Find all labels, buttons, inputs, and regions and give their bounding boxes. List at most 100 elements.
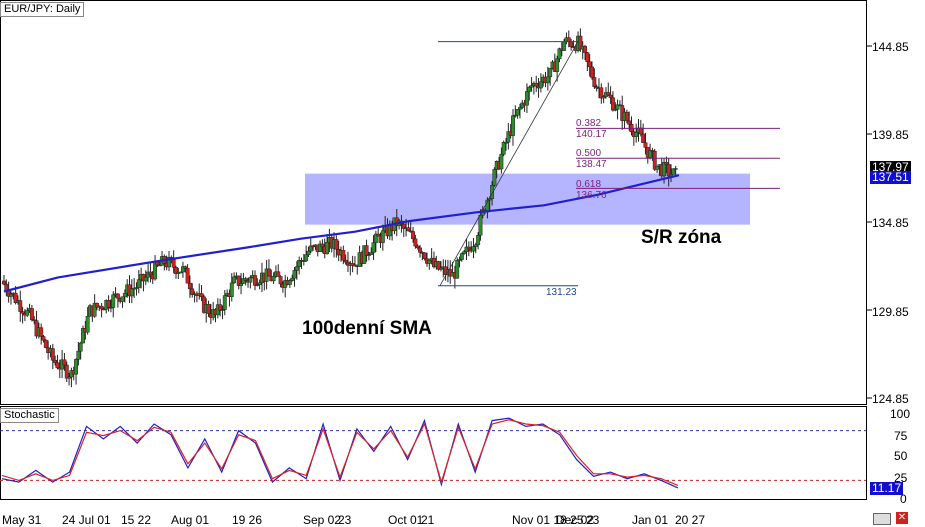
candle-body [499, 154, 504, 170]
candle-body [183, 266, 188, 269]
candle-body [255, 284, 260, 286]
candle-body [562, 41, 567, 51]
candle-body [311, 245, 316, 248]
candle-body [366, 254, 371, 256]
candle-body [13, 292, 18, 304]
candle-body [380, 230, 385, 243]
candle-body [134, 287, 139, 289]
candle-body [267, 268, 271, 277]
candle-body [306, 250, 311, 255]
x-tick-label: 15 22 [121, 513, 152, 527]
candle-body [638, 127, 643, 135]
stoch-tick-25: 25 [894, 471, 908, 485]
candle-body [455, 260, 460, 279]
stoch-line-0 [1, 417, 679, 489]
sma-annotation: 100denní SMA [302, 318, 432, 339]
x-tick-label: 20 27 [675, 513, 706, 527]
candle-body [78, 342, 83, 352]
candle-body [671, 168, 676, 175]
x-tick-label: 24 Jul 01 [62, 513, 111, 527]
candle-body [655, 166, 660, 170]
candle-body [206, 304, 211, 314]
candle-body [613, 109, 618, 111]
candle-body [278, 276, 283, 285]
candle-body [601, 96, 606, 99]
candle-body [148, 271, 153, 276]
candle-body [587, 61, 592, 68]
fib-price-500: 138.47 [576, 159, 607, 170]
swing-low-label: 131.23 [546, 287, 577, 298]
candle-body [418, 247, 422, 253]
candle-body [343, 259, 348, 263]
candle-body [241, 278, 246, 284]
candle-body [524, 91, 529, 106]
candle-body [457, 259, 462, 261]
candle-body [218, 304, 223, 311]
candle-body [664, 162, 669, 165]
candle-body [304, 254, 309, 262]
candle-body [643, 142, 648, 148]
candle-body [43, 339, 48, 348]
candle-body [427, 259, 432, 264]
chart-title: EUR/JPY: Daily [0, 2, 85, 17]
sma-price-badge: 137.51 [870, 170, 911, 184]
candle-body [422, 252, 427, 260]
x-tick-label: Sep 02 [303, 513, 342, 527]
candle-body [243, 278, 248, 281]
fib-ratio-382: 0.382 [576, 118, 602, 129]
candle-body [50, 348, 55, 361]
x-tick-label: Oct 01 [388, 513, 424, 527]
candle-body [181, 266, 185, 273]
candle-body [292, 270, 297, 279]
fib-ratio-500: 0.500 [576, 148, 602, 159]
candle-body [634, 132, 639, 137]
candle-body [578, 35, 583, 50]
candle-body [592, 77, 597, 87]
candle-body [504, 141, 508, 144]
candle-body [411, 231, 415, 240]
candle-body [122, 293, 127, 297]
candle-body [624, 111, 629, 122]
candle-body [185, 267, 190, 284]
candle-body [32, 319, 37, 322]
candle-body [413, 238, 418, 247]
y-tick-144: 144.85 [872, 40, 909, 54]
candle-body [25, 310, 30, 316]
candle-body [85, 316, 90, 333]
candle-body [599, 87, 604, 99]
candle-body [271, 276, 276, 282]
candle-body [55, 362, 60, 369]
candle-body [318, 243, 323, 252]
candle-body [569, 41, 574, 47]
candle-body [341, 250, 346, 261]
candle-body [369, 252, 374, 255]
x-tick-label: Aug 01 [171, 513, 210, 527]
candle-body [74, 359, 78, 375]
candle-body [120, 296, 125, 302]
scroll-left-button[interactable] [873, 513, 891, 525]
candle-body [476, 235, 481, 246]
candle-body [610, 97, 615, 111]
fib-diagonal [439, 41, 579, 286]
candle-body [669, 174, 673, 177]
x-tick-label: Jan 01 [632, 513, 669, 527]
candle-body [199, 293, 204, 298]
candle-body [376, 233, 381, 237]
candle-body [555, 58, 560, 72]
close-icon[interactable]: ✕ [896, 512, 908, 524]
candle-body [253, 275, 257, 286]
candle-body [545, 76, 550, 84]
y-tick-139: 139.85 [872, 128, 909, 142]
candle-body [662, 162, 667, 177]
candle-body [462, 251, 467, 254]
candle-body [492, 169, 497, 186]
fib-ratio-618: 0.618 [576, 179, 602, 190]
candle-body [334, 239, 339, 250]
candle-body [459, 253, 464, 260]
candle-body [648, 150, 653, 158]
stochastic-title: Stochastic [0, 408, 59, 423]
candle-body [401, 223, 406, 229]
candle-body [513, 114, 518, 117]
candle-body [548, 67, 553, 78]
